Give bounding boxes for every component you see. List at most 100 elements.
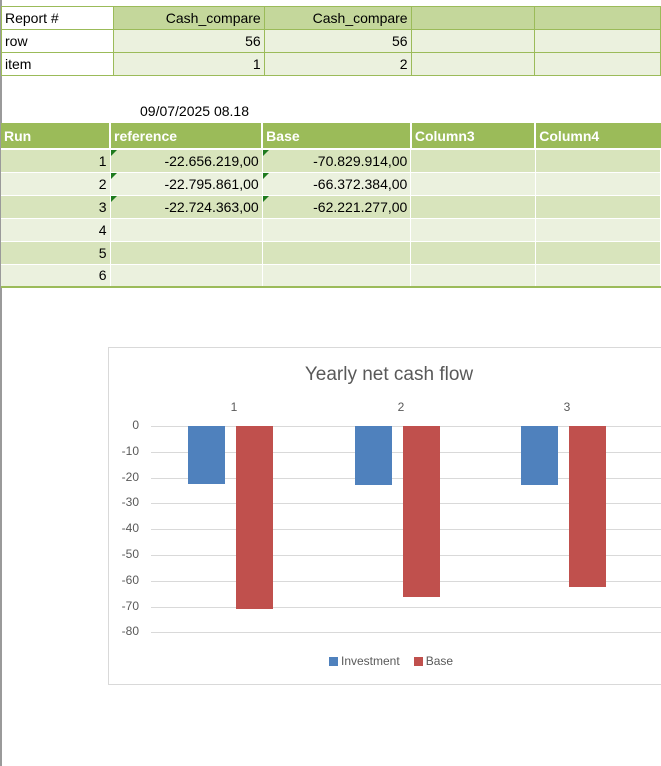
bar-investment-3[interactable] <box>520 426 558 485</box>
column-header-run[interactable]: Run <box>1 123 111 150</box>
table-row: 5 <box>1 241 661 265</box>
cell-reference[interactable] <box>110 218 263 242</box>
cell-value[interactable]: 56 <box>263 29 412 53</box>
table-row: item 1 2 <box>1 52 661 76</box>
y-axis-tick: -60 <box>121 572 139 587</box>
chart-yearly-net-cash-flow[interactable]: Yearly net cash flow 0 -10 -20 -30 -40 -50 -60… <box>108 347 661 685</box>
error-indicator-icon <box>262 195 269 202</box>
cell-empty[interactable] <box>534 52 661 76</box>
cell-column4[interactable] <box>535 218 661 242</box>
table-row: 4 <box>1 218 661 242</box>
cell-column4[interactable] <box>535 241 661 265</box>
category-label: 1 <box>230 400 238 414</box>
cell-value[interactable]: Cash_compare <box>263 6 412 30</box>
cell-run[interactable]: 1 <box>1 149 111 173</box>
error-indicator-icon <box>110 195 117 202</box>
column-header-column3[interactable]: Column3 <box>410 123 537 150</box>
cell-run[interactable]: 4 <box>1 218 111 242</box>
cell-column3[interactable] <box>410 241 536 265</box>
cell-column4[interactable] <box>535 264 661 288</box>
cell-base[interactable] <box>262 264 412 288</box>
cell-base[interactable]: -70.829.914,00 <box>262 149 412 173</box>
column-header-column4[interactable]: Column4 <box>535 123 661 150</box>
cell-reference[interactable]: -22.795.861,00 <box>110 172 263 196</box>
cell-run[interactable]: 6 <box>1 264 111 288</box>
cell-base[interactable]: -66.372.384,00 <box>262 172 412 196</box>
cell-reference[interactable]: -22.724.363,00 <box>110 195 263 219</box>
y-axis-tick: -70 <box>121 598 139 613</box>
chart-title: Yearly net cash flow <box>304 364 474 385</box>
y-axis-tick: 0 <box>132 418 139 432</box>
cell-reference[interactable] <box>110 241 263 265</box>
category-label: 3 <box>563 400 571 414</box>
cell-run[interactable]: 5 <box>1 241 111 265</box>
column-header-reference[interactable]: reference <box>110 123 264 150</box>
y-axis-tick: -80 <box>121 624 139 639</box>
cell-reference[interactable] <box>110 264 263 288</box>
cell-base[interactable]: -62.221.277,00 <box>262 195 412 219</box>
bar-investment-2[interactable] <box>354 426 392 485</box>
cell-run[interactable]: 3 <box>1 195 111 219</box>
y-axis-tick: -10 <box>121 443 139 458</box>
cell-empty[interactable] <box>410 6 536 30</box>
cell-label[interactable]: item <box>1 52 114 76</box>
bar-base-2[interactable] <box>402 426 440 598</box>
table-row: 6 <box>1 264 661 288</box>
cell-empty[interactable] <box>534 29 661 53</box>
cell-column3[interactable] <box>410 172 536 196</box>
y-axis-tick: -50 <box>121 547 139 561</box>
category-label: 2 <box>397 400 405 414</box>
cell-column3[interactable] <box>410 218 536 242</box>
cell-base[interactable] <box>262 241 412 265</box>
error-indicator-icon <box>262 172 269 179</box>
runs-table: Run reference Base Column3 Column4 1 -22… <box>1 123 661 288</box>
gridline <box>151 632 661 634</box>
error-indicator-icon <box>262 150 269 156</box>
cell-column3[interactable] <box>410 264 536 288</box>
cell-text: -22.656.219,00 <box>164 152 259 169</box>
table-row: 3 -22.724.363,00 -62.221.277,00 <box>1 195 661 219</box>
sheet-left-border <box>0 0 2 766</box>
legend-label: Investment <box>341 654 400 668</box>
error-indicator-icon <box>110 172 117 179</box>
cell-label[interactable]: Report # <box>1 6 114 30</box>
cell-empty[interactable] <box>410 52 536 76</box>
y-axis-tick: -30 <box>121 495 139 510</box>
table-row: 2 -22.795.861,00 -66.372.384,00 <box>1 172 661 196</box>
bar-investment-1[interactable] <box>187 426 225 485</box>
legend-label: Base <box>425 654 454 668</box>
cell-column4[interactable] <box>535 149 661 173</box>
cell-text: -62.221.277,00 <box>313 198 408 215</box>
table-row: 1 -22.656.219,00 -70.829.914,00 <box>1 149 661 173</box>
cell-value[interactable]: 1 <box>112 52 265 76</box>
cell-empty[interactable] <box>534 6 661 30</box>
report-info-table: Report # Cash_compare Cash_compare row 5… <box>1 6 661 76</box>
error-indicator-icon <box>110 150 117 156</box>
timestamp-cell[interactable]: 09/07/2025 08.18 <box>140 103 249 119</box>
cell-base[interactable] <box>262 218 412 242</box>
cell-reference[interactable]: -22.656.219,00 <box>110 149 263 173</box>
cell-column3[interactable] <box>410 149 536 173</box>
gridline <box>151 606 661 608</box>
cell-label[interactable]: row <box>1 29 114 53</box>
cell-value[interactable]: 56 <box>112 29 265 53</box>
cell-column3[interactable] <box>410 195 536 219</box>
cell-run[interactable]: 2 <box>1 172 111 196</box>
cell-value[interactable]: Cash_compare <box>112 6 265 30</box>
table-row: row 56 56 <box>1 29 661 53</box>
table-row: Report # Cash_compare Cash_compare <box>1 6 661 30</box>
legend-item-base: Base <box>413 654 454 668</box>
column-header-base[interactable]: Base <box>262 123 412 150</box>
legend-swatch-icon <box>413 656 423 666</box>
cell-column4[interactable] <box>535 195 661 219</box>
bar-base-3[interactable] <box>568 426 606 587</box>
legend-swatch-icon <box>329 656 338 666</box>
cell-text: -22.795.861,00 <box>164 175 259 192</box>
cell-empty[interactable] <box>410 29 536 53</box>
cell-value[interactable]: 2 <box>263 52 412 76</box>
cell-text: -70.829.914,00 <box>313 152 408 169</box>
table-header-row: Run reference Base Column3 Column4 <box>1 123 661 150</box>
bar-base-1[interactable] <box>235 426 273 609</box>
legend-item-investment: Investment <box>329 654 400 668</box>
cell-column4[interactable] <box>535 172 661 196</box>
